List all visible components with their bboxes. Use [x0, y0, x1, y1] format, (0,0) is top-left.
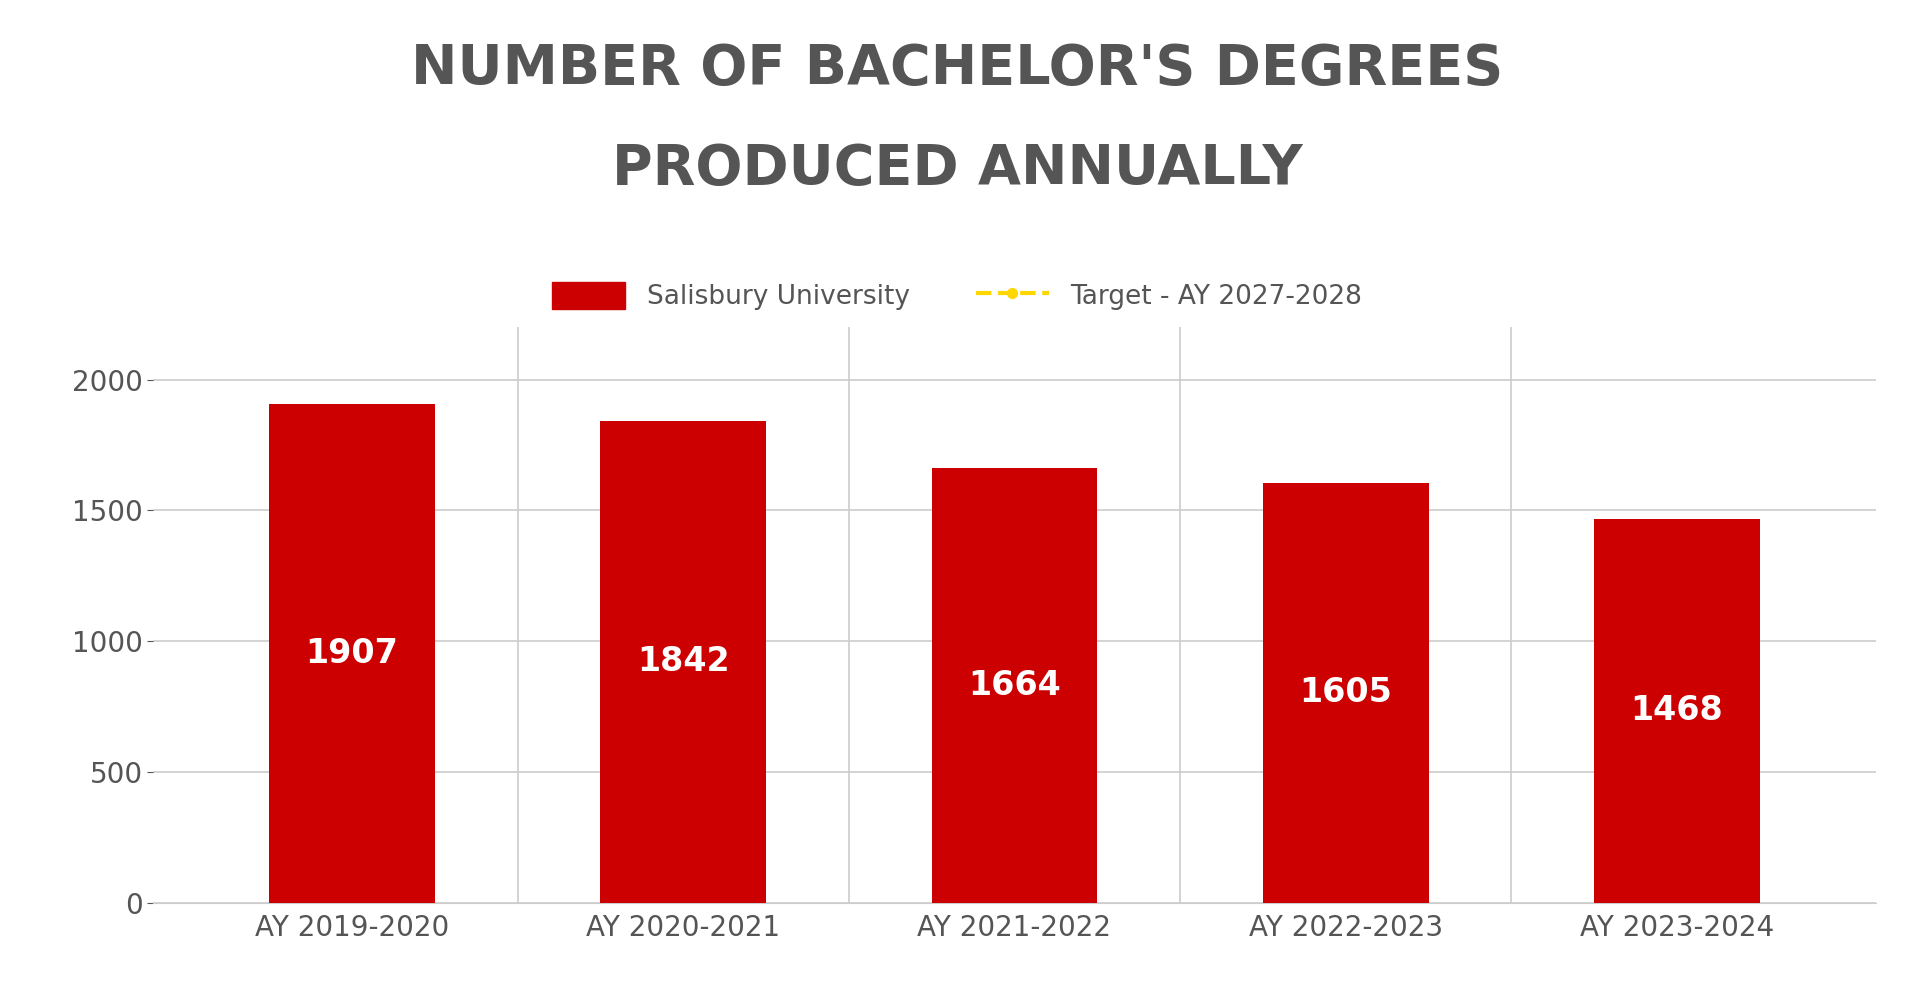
Text: PRODUCED ANNUALLY: PRODUCED ANNUALLY	[612, 142, 1302, 195]
Text: 1605: 1605	[1300, 677, 1391, 709]
Text: NUMBER OF BACHELOR'S DEGREES: NUMBER OF BACHELOR'S DEGREES	[412, 43, 1502, 96]
Bar	[1594, 519, 1759, 903]
Legend: Salisbury University, Target - AY 2027-2028: Salisbury University, Target - AY 2027-2…	[542, 271, 1372, 320]
Bar	[601, 421, 766, 903]
Text: 1842: 1842	[637, 646, 729, 679]
Bar	[270, 404, 434, 903]
Bar	[932, 467, 1097, 903]
Text: 1468: 1468	[1631, 694, 1723, 727]
Bar	[1263, 483, 1428, 903]
Text: 1664: 1664	[968, 669, 1060, 701]
Text: 1907: 1907	[306, 637, 398, 670]
